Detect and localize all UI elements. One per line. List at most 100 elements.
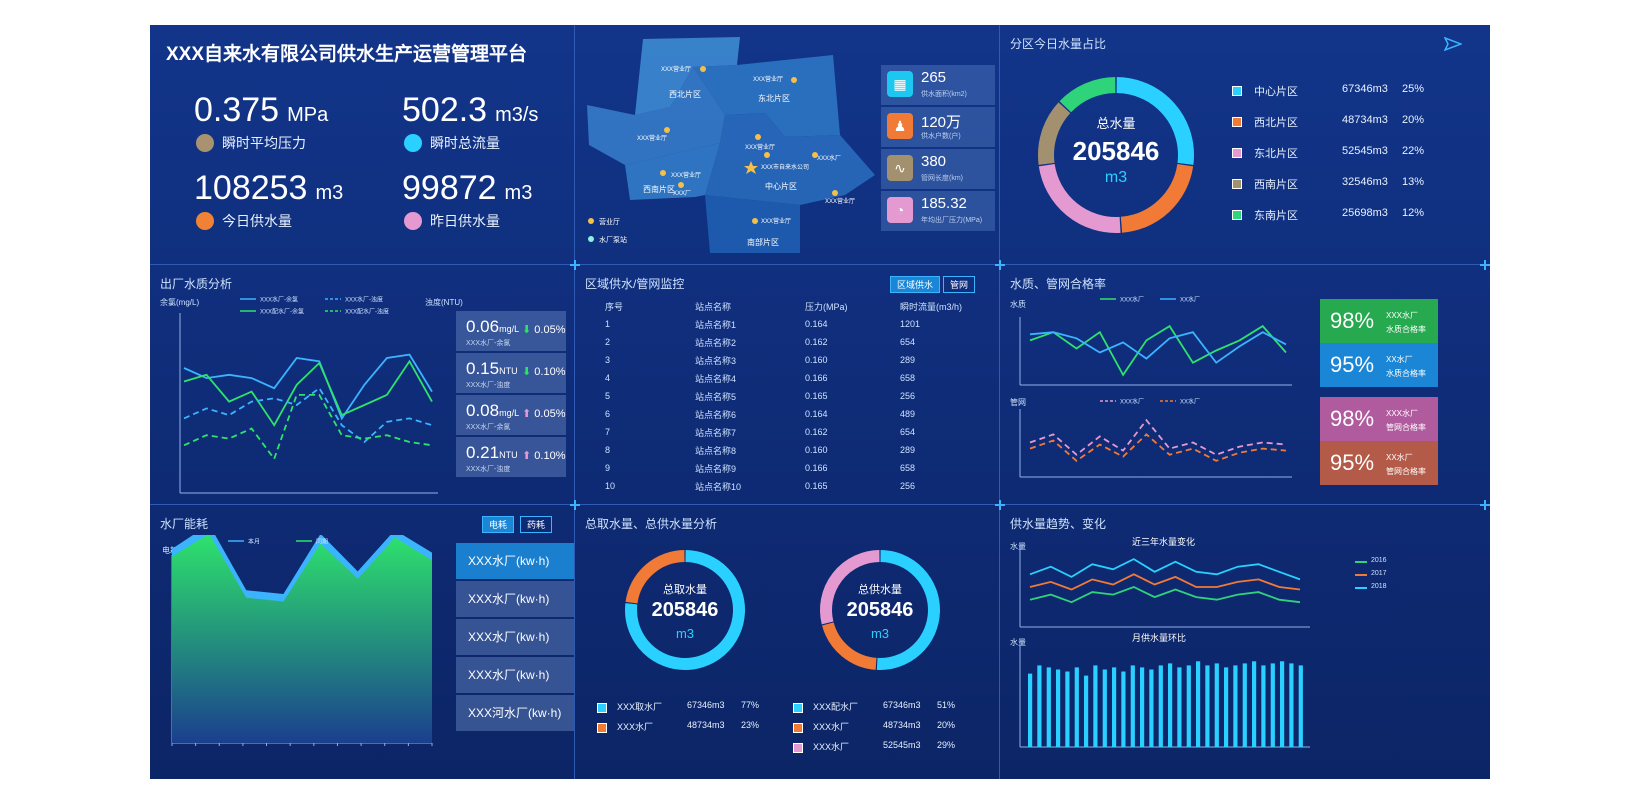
series-line xyxy=(1029,324,1287,377)
table-cell: 1 xyxy=(605,319,611,329)
tab-chemicals[interactable]: 药耗 xyxy=(520,516,553,533)
plant-item[interactable]: XXX河水厂(kw·h) xyxy=(456,695,574,731)
legend-label: XXX配水厂-余氯 xyxy=(260,308,304,316)
map-region-shape[interactable] xyxy=(693,55,840,137)
map-legend-label: 水厂泵站 xyxy=(599,235,627,244)
table-cell: 0.160 xyxy=(805,445,828,455)
kpi-value: 99872 xyxy=(402,169,497,207)
map-site-marker[interactable] xyxy=(678,182,684,188)
table-row[interactable]: 2 站点名称2 0.162 654 xyxy=(605,333,990,351)
district-map[interactable]: 西北片区 东北片区 西南片区 中心片区 南部片区 XXX营业厅 XXX营业厅 X… xyxy=(575,25,875,255)
intake-ring-chart[interactable] xyxy=(620,545,750,675)
table-row[interactable]: 9 站点名称9 0.166 658 xyxy=(605,459,990,477)
legend-row: 2016 xyxy=(1355,557,1415,567)
table-cell: 0.165 xyxy=(805,481,828,491)
plant-item[interactable]: XXX水厂(kw·h) xyxy=(456,581,574,617)
user-icon: ♟ xyxy=(887,113,913,139)
quality-line-chart[interactable]: XXX水厂-余氯 XXX水厂-浊度 XXX配水厂-余氯 XXX配水厂-浊度 xyxy=(150,293,450,503)
panel-title: 区域供水/管网监控 xyxy=(585,277,685,291)
map-region-shape[interactable] xyxy=(705,195,800,253)
table-cell: 1201 xyxy=(900,319,921,329)
map-region-label: 东北片区 xyxy=(758,93,790,103)
table-row[interactable]: 5 站点名称5 0.165 256 xyxy=(605,387,990,405)
district-ring-chart[interactable] xyxy=(1026,65,1206,245)
table-cell: 2 xyxy=(605,337,611,347)
map-site-marker[interactable] xyxy=(812,152,818,158)
table-row[interactable]: 4 站点名称4 0.166 658 xyxy=(605,369,990,387)
pass-card: 95% XX水厂 管网合格率 xyxy=(1320,441,1438,485)
pass-label-line: XX水厂 xyxy=(1386,355,1413,364)
kpi-unit: m3/s xyxy=(495,104,539,126)
table-row[interactable]: 3 站点名称3 0.160 289 xyxy=(605,351,990,369)
series-line xyxy=(1029,573,1301,591)
quality-label: XXX水厂-余氯 xyxy=(466,424,511,431)
map-site-marker[interactable] xyxy=(755,134,761,140)
pass-label-line: XXX水厂 xyxy=(1386,311,1419,320)
bar xyxy=(1046,667,1051,747)
tab-area-supply[interactable]: 区域供水 xyxy=(890,276,941,293)
map-region-shape[interactable] xyxy=(635,37,740,115)
legend-pct: 25% xyxy=(1402,83,1425,95)
tab-electricity[interactable]: 电耗 xyxy=(482,516,515,533)
map-region-shape[interactable] xyxy=(705,113,875,205)
area-series xyxy=(172,535,432,743)
plant-item[interactable]: XXX水厂(kw·h) xyxy=(456,543,574,579)
tab-pipe-network[interactable]: 管网 xyxy=(943,276,976,293)
bar xyxy=(1214,663,1219,747)
table-cell: 654 xyxy=(900,337,916,347)
table-header-row: 序号 站点名称 压力(MPa) 瞬时流量(m3/h) xyxy=(605,297,990,315)
map-region-shape[interactable] xyxy=(625,143,720,200)
map-site-label: XXX营业厅 xyxy=(761,217,791,225)
energy-area-chart[interactable]: 本月 同期 xyxy=(150,535,450,775)
trend-charts[interactable] xyxy=(1000,535,1400,775)
table-row[interactable]: 6 站点名称6 0.164 489 xyxy=(605,405,990,423)
map-region-shape[interactable] xyxy=(587,67,725,165)
column-header: 瞬时流量(m3/h) xyxy=(900,301,963,312)
map-site-marker[interactable] xyxy=(660,170,666,176)
map-site-marker[interactable] xyxy=(700,66,706,72)
map-site-label: XXX营业厅 xyxy=(637,134,667,142)
table-row[interactable]: 7 站点名称7 0.162 654 xyxy=(605,423,990,441)
legend-row: XXX水厂 48734m3 23% xyxy=(597,720,777,736)
supply-ring-chart[interactable] xyxy=(815,545,945,675)
series-line xyxy=(1029,433,1287,462)
map-company-label: XXX市自来水公司 xyxy=(761,163,809,171)
map-site-marker[interactable] xyxy=(832,190,838,196)
panel-title: 水厂能耗 xyxy=(160,517,209,531)
pass-label-line: 管网合格率 xyxy=(1386,423,1426,432)
kpi-pressure-label: 瞬时平均压力 xyxy=(196,133,306,153)
bar xyxy=(1074,667,1079,747)
map-region-label: 西南片区 xyxy=(643,184,675,194)
intake-ring-center: 总取水量 205846 m3 xyxy=(620,581,750,641)
quality-label: XXX水厂-浊度 xyxy=(466,382,511,389)
plant-item[interactable]: XXX水厂(kw·h) xyxy=(456,657,574,693)
plant-item[interactable]: XXX水厂(kw·h) xyxy=(456,619,574,655)
bar xyxy=(1093,665,1098,747)
map-site-marker[interactable] xyxy=(664,127,670,133)
grid-cross-marker xyxy=(1480,500,1490,510)
grid-cross-marker xyxy=(1480,260,1490,270)
table-row[interactable]: 1 站点名称1 0.164 1201 xyxy=(605,315,990,333)
legend-name: XXX配水厂 xyxy=(813,702,859,712)
legend-swatch xyxy=(793,723,803,733)
pass-label-line: XXX水厂 xyxy=(1386,409,1419,418)
kpi-label: 瞬时平均压力 xyxy=(222,135,306,151)
ring-center-label: 总供水量 xyxy=(858,584,902,596)
kpi-today-label: 今日供水量 xyxy=(196,211,292,231)
map-site-marker[interactable] xyxy=(791,77,797,83)
table-row[interactable]: 10 站点名称10 0.165 256 xyxy=(605,477,990,495)
legend-label: XX水厂 xyxy=(1180,296,1200,304)
bar xyxy=(1186,665,1191,747)
send-icon[interactable] xyxy=(1444,37,1462,51)
kpi-value: 502.3 xyxy=(402,91,488,129)
map-site-marker[interactable] xyxy=(752,218,758,224)
table-cell: 10 xyxy=(605,481,616,491)
map-legend-label: 营业厅 xyxy=(599,217,620,226)
quality-value: 0.21NTU xyxy=(466,443,518,463)
pass-line-charts[interactable]: XXX水厂 XX水厂 XXX水厂 XX水厂 xyxy=(1000,287,1310,501)
map-site-marker[interactable] xyxy=(764,152,770,158)
table-row[interactable]: 8 站点名称8 0.160 289 xyxy=(605,441,990,459)
legend-name: XXX水厂 xyxy=(617,722,654,732)
table-cell: 9 xyxy=(605,463,611,473)
